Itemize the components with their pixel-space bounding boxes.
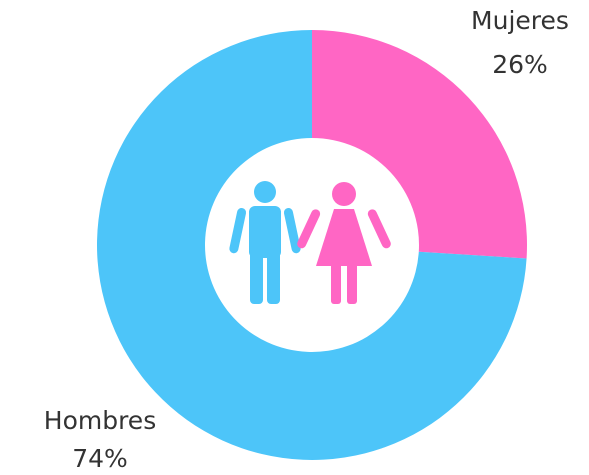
slice-label: Hombres	[44, 406, 156, 435]
slice-label: Mujeres	[471, 6, 569, 35]
slice-value-label: 26%	[492, 50, 548, 79]
people-icon	[229, 181, 391, 304]
slice	[312, 30, 527, 259]
slice	[96, 30, 527, 460]
slices	[96, 30, 527, 460]
slice-value-label: 74%	[72, 444, 128, 473]
